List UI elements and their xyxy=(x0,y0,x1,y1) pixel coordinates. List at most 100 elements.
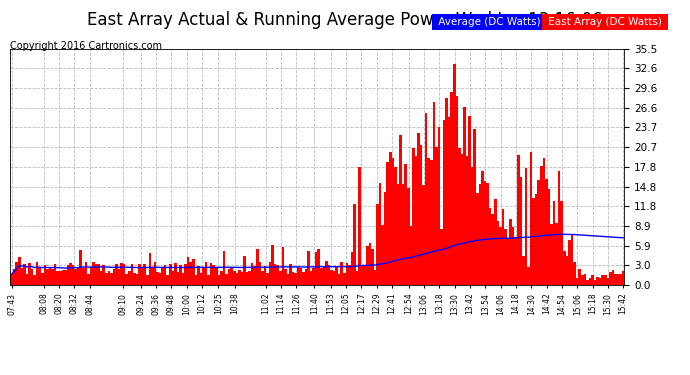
Bar xyxy=(13,269,15,285)
Bar xyxy=(49,268,51,285)
Bar xyxy=(177,272,179,285)
Bar xyxy=(261,271,264,285)
Bar xyxy=(417,133,420,285)
Bar xyxy=(67,266,69,285)
Bar xyxy=(502,210,504,285)
Bar xyxy=(461,154,463,285)
Bar xyxy=(397,184,400,285)
Bar xyxy=(310,271,313,285)
Bar xyxy=(115,264,118,285)
Bar xyxy=(499,227,502,285)
Bar xyxy=(451,92,453,285)
Bar xyxy=(578,269,581,285)
Bar xyxy=(197,266,199,285)
Bar xyxy=(596,278,599,285)
Bar xyxy=(199,273,202,285)
Bar xyxy=(126,274,128,285)
Bar xyxy=(274,264,277,285)
Bar xyxy=(130,264,133,285)
Bar xyxy=(422,185,425,285)
Bar xyxy=(535,194,538,285)
Bar xyxy=(195,275,197,285)
Bar xyxy=(271,245,274,285)
Bar xyxy=(85,262,87,285)
Bar xyxy=(123,264,126,285)
Bar xyxy=(607,278,609,285)
Bar xyxy=(548,189,550,285)
Bar xyxy=(102,265,105,285)
Bar xyxy=(243,255,246,285)
Bar xyxy=(458,148,461,285)
Bar xyxy=(440,229,443,285)
Bar xyxy=(64,270,67,285)
Bar xyxy=(75,269,77,285)
Bar xyxy=(148,253,151,285)
Bar xyxy=(61,270,64,285)
Bar xyxy=(448,117,451,285)
Bar xyxy=(555,223,558,285)
Bar xyxy=(141,267,144,285)
Bar xyxy=(407,189,409,285)
Bar xyxy=(517,155,520,285)
Bar xyxy=(174,263,177,285)
Bar xyxy=(402,184,404,285)
Bar xyxy=(128,272,130,285)
Bar xyxy=(404,164,407,285)
Bar xyxy=(463,107,466,285)
Bar xyxy=(317,249,320,285)
Bar xyxy=(213,265,215,285)
Bar xyxy=(368,243,371,285)
Bar xyxy=(210,262,213,285)
Bar xyxy=(144,264,146,285)
Text: East Array (DC Watts): East Array (DC Watts) xyxy=(545,17,665,27)
Bar xyxy=(589,278,591,285)
Bar xyxy=(445,98,448,285)
Bar xyxy=(90,267,92,285)
Bar xyxy=(599,278,602,285)
Bar xyxy=(279,271,282,285)
Bar xyxy=(532,198,535,285)
Bar xyxy=(159,273,161,285)
Bar xyxy=(146,275,148,285)
Bar xyxy=(420,146,422,285)
Bar xyxy=(602,274,604,285)
Bar xyxy=(105,273,108,285)
Bar xyxy=(379,183,382,285)
Bar xyxy=(220,272,223,285)
Bar xyxy=(586,280,589,285)
Bar xyxy=(23,264,26,285)
Bar xyxy=(39,268,41,285)
Bar xyxy=(481,171,484,285)
Bar xyxy=(476,193,479,285)
Bar xyxy=(558,171,560,285)
Bar xyxy=(187,257,190,285)
Bar xyxy=(31,269,33,285)
Bar xyxy=(225,274,228,285)
Bar xyxy=(435,147,437,285)
Bar xyxy=(54,264,57,285)
Bar xyxy=(72,265,75,285)
Bar xyxy=(18,257,21,285)
Bar xyxy=(43,265,46,285)
Bar xyxy=(494,199,497,285)
Bar xyxy=(112,269,115,285)
Bar xyxy=(371,249,374,285)
Bar xyxy=(299,268,302,285)
Text: Average (DC Watts): Average (DC Watts) xyxy=(435,17,544,27)
Text: East Array Actual & Running Average Power Wed Jan 13 16:06: East Array Actual & Running Average Powe… xyxy=(87,11,603,29)
Bar xyxy=(233,271,235,285)
Bar xyxy=(571,234,573,285)
Bar xyxy=(264,266,266,285)
Bar xyxy=(307,251,310,285)
Bar xyxy=(340,262,343,285)
Bar xyxy=(230,268,233,285)
Bar xyxy=(136,274,138,285)
Bar xyxy=(366,246,368,285)
Bar xyxy=(164,265,166,285)
Bar xyxy=(361,264,364,285)
Bar xyxy=(389,152,392,285)
Bar xyxy=(169,264,172,285)
Bar xyxy=(79,250,82,285)
Bar xyxy=(77,268,79,285)
Bar xyxy=(620,274,622,285)
